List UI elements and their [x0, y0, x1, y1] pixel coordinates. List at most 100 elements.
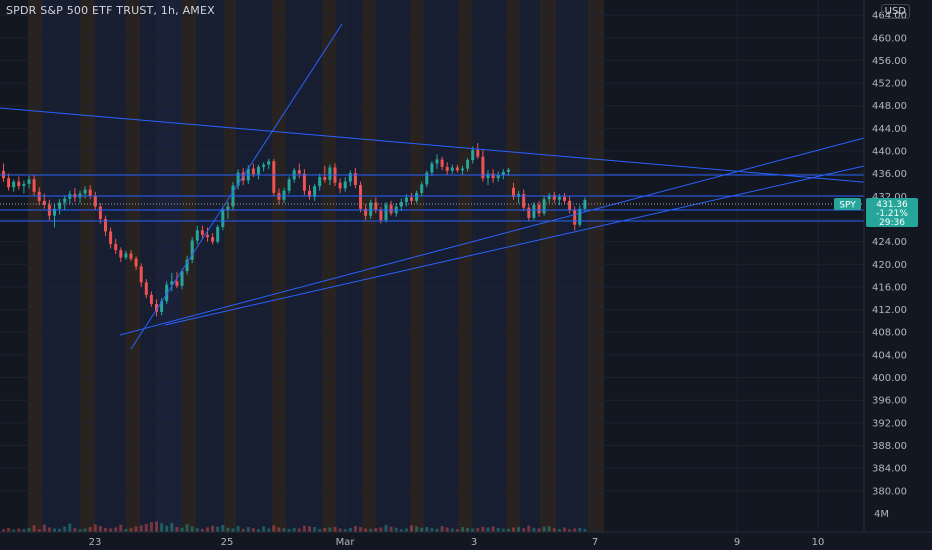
trendline[interactable]	[130, 23, 343, 350]
candle-body	[440, 159, 444, 167]
candle-body	[287, 179, 291, 191]
time-tick-label: 9	[734, 537, 740, 548]
price-axis[interactable]: 464.00 460.00 456.00 452.00 448.00 444.00 440.…	[863, 0, 932, 550]
currency-badge[interactable]: USD	[880, 4, 910, 19]
candle-body	[318, 177, 322, 187]
volume-bar	[517, 527, 521, 532]
volume-bar	[384, 525, 388, 532]
volume-bar	[338, 528, 342, 532]
candle-body	[415, 192, 419, 201]
volume-bar	[557, 528, 561, 532]
volume-bar	[440, 526, 444, 532]
volume-axis-label: 4M	[874, 509, 889, 520]
candle-body	[175, 281, 179, 286]
volume-bar	[308, 526, 311, 532]
candle-body	[496, 174, 500, 179]
candle-body	[578, 208, 582, 225]
volume-bar	[139, 525, 143, 532]
candle-body	[93, 196, 97, 207]
candle-body	[185, 259, 189, 272]
candle-body	[343, 181, 347, 189]
candle-body	[542, 199, 546, 214]
candle-body	[297, 170, 301, 174]
volume-bar	[287, 528, 291, 532]
candle-body	[583, 199, 587, 209]
volume-bar	[78, 529, 82, 532]
time-tick-label: 10	[812, 537, 825, 548]
volume-bar	[461, 527, 464, 532]
price-tick-label: 420.00	[872, 260, 907, 271]
volume-bar	[114, 527, 118, 532]
volume-bar	[435, 528, 439, 532]
volume-bar	[389, 526, 393, 532]
candle-body	[379, 209, 383, 221]
volume-bar	[496, 527, 500, 532]
candle-body	[532, 204, 536, 218]
candle-body	[384, 204, 388, 221]
volume-bar	[404, 528, 408, 532]
volume-bar	[104, 527, 107, 532]
volume-bar	[83, 528, 87, 532]
trendline[interactable]	[119, 137, 865, 336]
volume-bar	[333, 526, 337, 532]
candle-body	[302, 173, 306, 191]
session-band	[362, 0, 376, 532]
candle-body	[353, 173, 357, 186]
time-tick-label: 23	[89, 537, 102, 548]
session-band	[410, 0, 424, 532]
volume-bar	[563, 527, 566, 532]
volume-bar	[359, 527, 362, 532]
volume-bar	[58, 528, 62, 532]
session-band	[140, 0, 156, 532]
candle-body	[450, 167, 454, 171]
volume-bar	[12, 529, 16, 532]
price-tick-label: 448.00	[872, 101, 907, 112]
candle-body	[522, 194, 526, 208]
time-tick-label: 25	[221, 537, 234, 548]
candle-body	[573, 209, 577, 225]
volume-bar	[37, 529, 41, 532]
candle-body	[471, 149, 475, 161]
candle-body	[78, 193, 82, 198]
session-bands	[28, 0, 604, 532]
price-tick-label: 396.00	[872, 396, 907, 407]
last-price-tag: SPY 431.36 -1.21% 29:36	[834, 198, 918, 228]
volume-bar	[27, 527, 31, 532]
candle-body	[517, 194, 521, 197]
candle-body	[435, 159, 439, 164]
price-tick-label: 456.00	[872, 56, 907, 67]
candle-body	[430, 163, 434, 173]
session-band	[458, 0, 472, 532]
candle-body	[282, 190, 286, 200]
volume-bar	[165, 525, 169, 532]
candle-body	[251, 168, 255, 175]
trendline[interactable]	[164, 165, 865, 326]
price-tick-label: 400.00	[872, 373, 907, 384]
price-tick-label: 404.00	[872, 350, 907, 361]
time-axis[interactable]: 23 25 Mar 3 7 9 10	[0, 531, 932, 548]
candle-body	[180, 271, 184, 286]
candle-body	[445, 166, 449, 171]
volume-bar	[144, 523, 148, 532]
candle-body	[104, 218, 107, 232]
candle-body	[481, 156, 485, 179]
volume-bar	[32, 525, 36, 532]
session-band	[95, 0, 126, 532]
candle-body	[501, 171, 505, 175]
session-band	[28, 0, 42, 532]
candle-body	[109, 231, 113, 244]
volume-bar	[527, 525, 531, 532]
volume-bar	[109, 528, 113, 532]
trendline-drawings[interactable]	[0, 23, 932, 350]
candle-body	[308, 190, 311, 197]
candle-body	[512, 187, 515, 197]
candle-body	[272, 161, 276, 193]
session-band	[424, 0, 458, 532]
candle-body	[537, 204, 541, 214]
candle-body	[506, 169, 510, 172]
volume-bar	[42, 524, 46, 532]
volume-bars	[2, 521, 587, 532]
price-tick-label: 432.00	[872, 192, 907, 203]
candle-body	[160, 301, 164, 312]
